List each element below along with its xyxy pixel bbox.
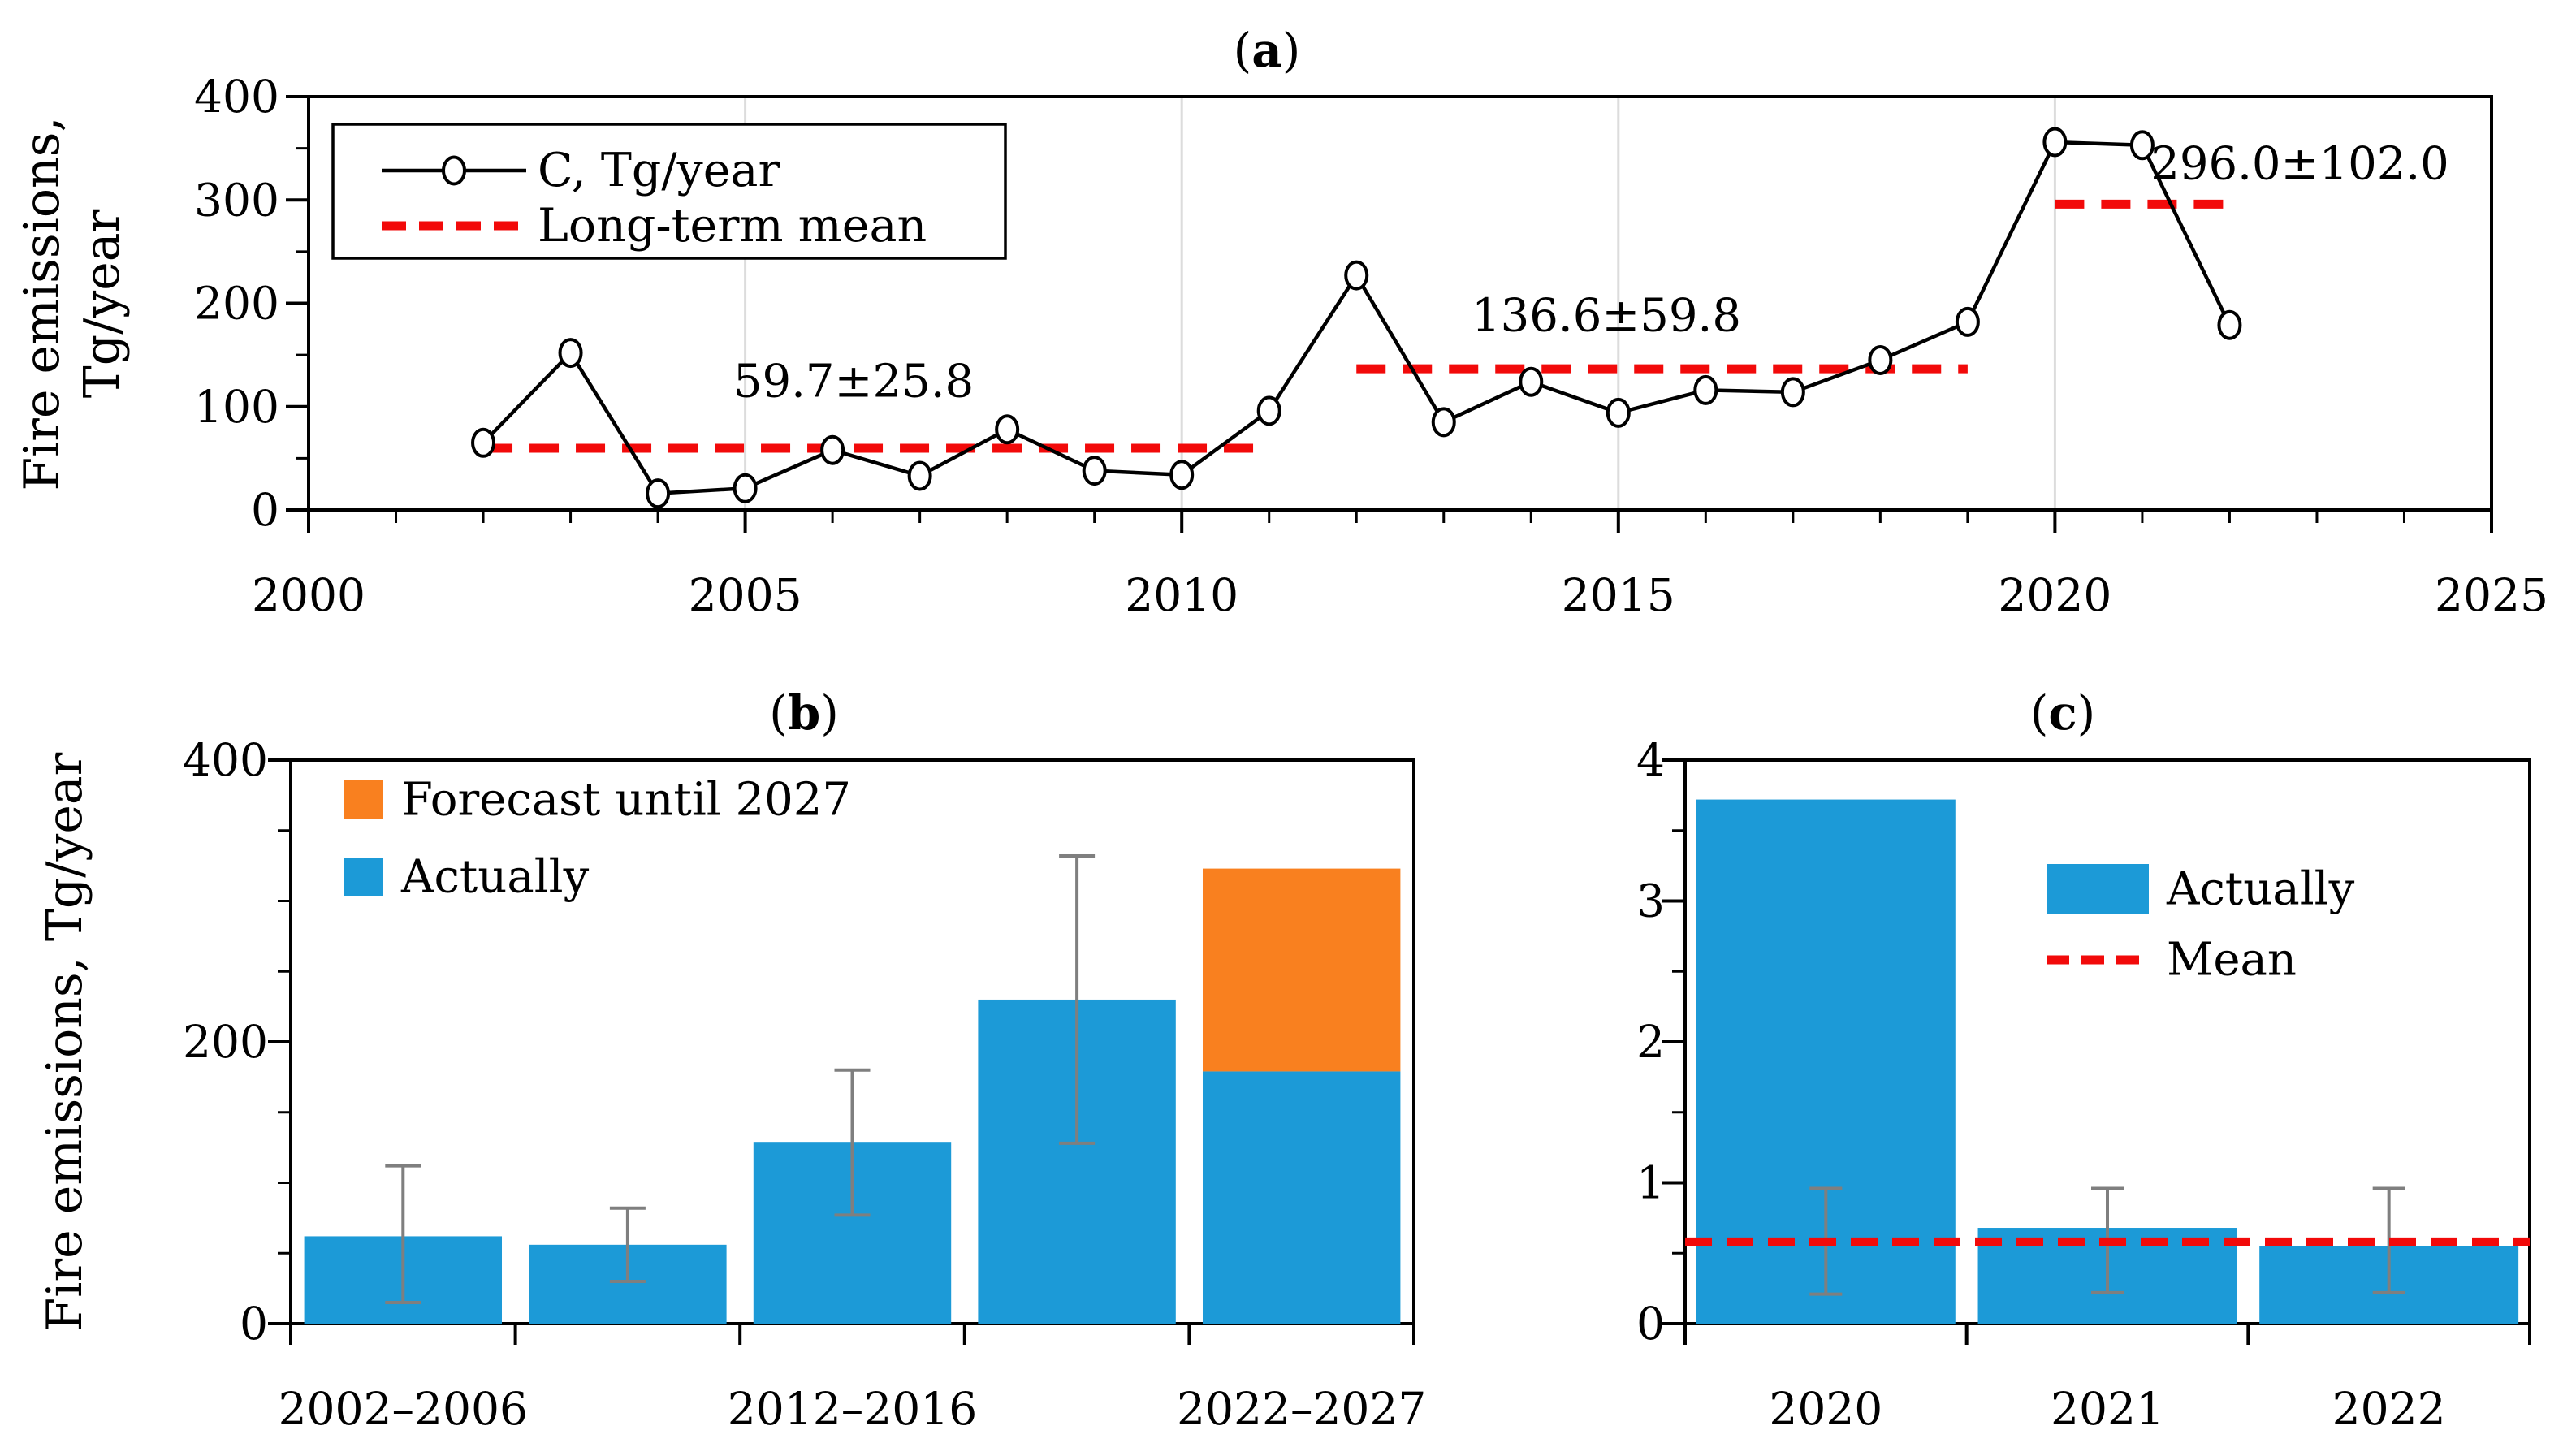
data-point-marker [471, 427, 496, 458]
mean-value-annotation: 59.7±25.8 [733, 356, 974, 408]
panel-a-y-axis-label-line1: Fire emissions, [14, 116, 71, 491]
data-point-marker [1256, 395, 1282, 426]
panel-b-title: (b) [769, 685, 839, 741]
data-point-marker [820, 434, 845, 465]
x-axis-tick-label: 2000 [252, 569, 365, 621]
panel-a-y-axis-label-line2: Tg/year [74, 209, 131, 399]
panel-a-title: (a) [1233, 23, 1301, 78]
y-axis-tick-label: 300 [194, 174, 279, 226]
data-point-marker [1431, 407, 1456, 438]
x-axis-tick-label: 2005 [689, 569, 802, 621]
x-axis-category-label: 2020 [1769, 1383, 1882, 1435]
y-axis-tick-label: 200 [183, 1016, 268, 1068]
data-point-marker [1082, 456, 1107, 486]
y-axis-tick-label: 200 [194, 278, 279, 330]
data-point-marker [1519, 366, 1544, 397]
legend-swatch-actually [2047, 864, 2149, 914]
legend-marker-sample [442, 155, 466, 186]
y-axis-tick-label: 2 [1636, 1016, 1665, 1068]
data-point-marker [1693, 374, 1718, 405]
data-point-marker [1344, 260, 1369, 291]
x-axis-tick-label: 2015 [1562, 569, 1675, 621]
x-axis-category-label: 2022 [2332, 1383, 2446, 1435]
data-point-marker [1955, 306, 1980, 337]
data-point-marker [558, 338, 583, 369]
y-axis-tick-label: 100 [194, 381, 279, 433]
legend-label-mean: Mean [2167, 934, 2297, 987]
data-point-marker [1868, 344, 1893, 375]
data-point-marker [2217, 309, 2242, 340]
y-axis-tick-label: 0 [240, 1298, 268, 1350]
y-axis-tick-label: 4 [1636, 734, 1665, 786]
data-point-marker [1169, 460, 1195, 490]
data-point-marker [733, 473, 758, 503]
x-axis-tick-label: 2010 [1125, 569, 1238, 621]
x-axis-tick-label: 2020 [1998, 569, 2111, 621]
y-axis-tick-label: 1 [1636, 1157, 1665, 1209]
legend-label-series: C, Tg/year [538, 144, 780, 197]
legend-swatch-forecast [344, 780, 383, 819]
panel-c-title: (c) [2029, 685, 2096, 741]
data-point-marker [646, 478, 671, 509]
data-point-marker [2042, 127, 2068, 158]
y-axis-tick-label: 0 [1636, 1298, 1665, 1350]
y-axis-tick-label: 400 [183, 734, 268, 786]
x-axis-category-label: 2022–2027 [1177, 1383, 1426, 1435]
legend-box [331, 123, 1007, 260]
legend-label-actually: Actually [2166, 863, 2355, 916]
panel-b-y-axis-label: Fire emissions, Tg/year [37, 752, 93, 1332]
bar-forecast [1202, 868, 1401, 1072]
legend-label-actually: Actually [400, 851, 590, 904]
y-axis-tick-label: 400 [194, 71, 279, 123]
data-point-marker [1780, 377, 1805, 408]
legend-label-forecast: Forecast until 2027 [401, 774, 851, 827]
x-axis-category-label: 2012–2016 [728, 1383, 977, 1435]
data-point-marker [1606, 397, 1631, 428]
x-axis-category-label: 2002–2006 [279, 1383, 528, 1435]
bar-actually [1202, 1071, 1401, 1324]
mean-value-annotation: 296.0±102.0 [2150, 138, 2449, 191]
legend-swatch-actually [344, 858, 383, 896]
mean-value-annotation: 136.6±59.8 [1472, 290, 1741, 343]
data-point-marker [2129, 130, 2155, 161]
y-axis-tick-label: 0 [251, 484, 279, 536]
data-point-marker [995, 414, 1020, 445]
legend-label-mean: Long-term mean [538, 199, 927, 253]
x-axis-tick-label: 2025 [2435, 569, 2548, 621]
data-point-marker [907, 460, 932, 491]
x-axis-category-label: 2021 [2051, 1383, 2164, 1435]
y-axis-tick-label: 3 [1636, 875, 1665, 927]
